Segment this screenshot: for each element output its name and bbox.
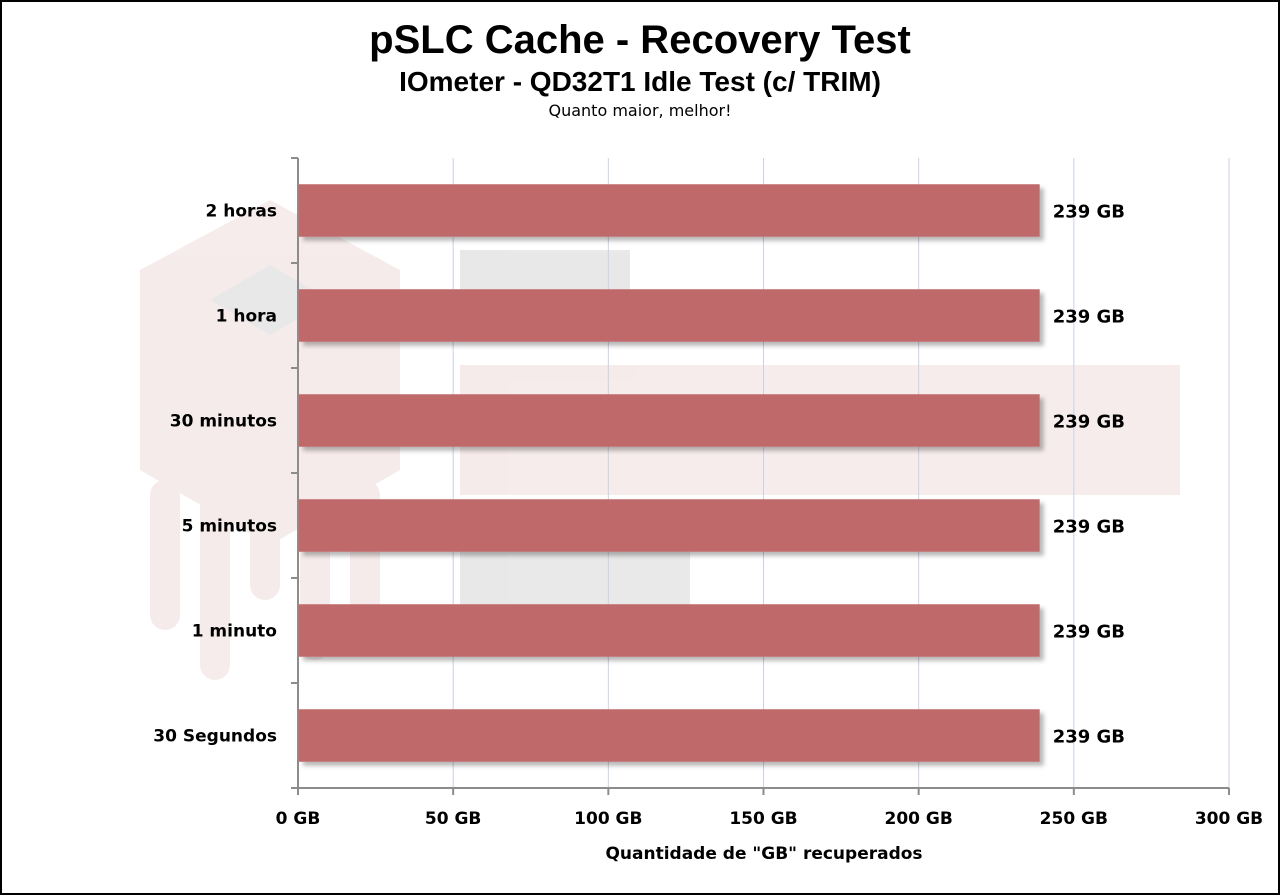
x-tick-label: 200 GB [885, 809, 953, 829]
x-tick-labels: 0 GB 50 GB 100 GB 150 GB 200 GB 250 GB 300 GB [276, 809, 1264, 829]
x-tick-label: 50 GB [425, 809, 482, 829]
bar [299, 709, 1040, 762]
bar [299, 184, 1040, 237]
chart-subtitle: IOmeter - QD32T1 Idle Test (c/ TRIM) [399, 66, 881, 97]
x-axis-label: Quantidade de "GB" recuperados [605, 844, 922, 864]
category-label: 30 minutos [170, 412, 277, 432]
value-label: 239 GB [1053, 412, 1125, 433]
bar [299, 499, 1040, 552]
gridlines [452, 158, 1230, 788]
category-label: 2 horas [205, 202, 277, 222]
x-tick-label: 100 GB [574, 809, 642, 829]
value-labels: 239 GB 239 GB 239 GB 239 GB 239 GB 239 GB [1053, 202, 1125, 748]
axes [291, 157, 1230, 795]
category-label: 1 hora [216, 307, 277, 327]
value-label: 239 GB [1053, 202, 1125, 223]
category-label: 30 Segundos [153, 727, 277, 747]
bar [299, 394, 1040, 447]
category-label: 5 minutos [182, 517, 277, 537]
category-label: 1 minuto [192, 622, 277, 642]
category-labels: 2 horas 1 hora 30 minutos 5 minutos 1 minuto… [153, 202, 277, 747]
x-tick-label: 300 GB [1195, 809, 1263, 829]
bar [299, 289, 1040, 342]
bars [299, 184, 1040, 762]
x-tick-label: 0 GB [276, 809, 321, 829]
bar [299, 604, 1040, 657]
chart-note: Quanto maior, melhor! [548, 101, 732, 120]
x-tick-label: 250 GB [1040, 809, 1108, 829]
value-label: 239 GB [1053, 307, 1125, 328]
value-label: 239 GB [1053, 622, 1125, 643]
value-label: 239 GB [1053, 727, 1125, 748]
chart-title: pSLC Cache - Recovery Test [369, 18, 911, 62]
value-label: 239 GB [1053, 517, 1125, 538]
x-tick-label: 150 GB [729, 809, 797, 829]
